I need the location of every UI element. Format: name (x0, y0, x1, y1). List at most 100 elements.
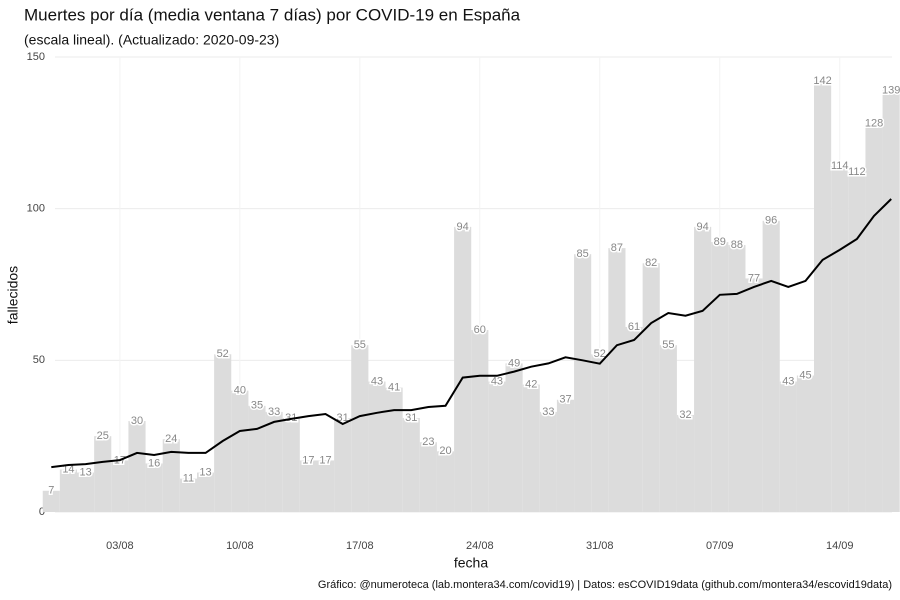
bar (231, 390, 249, 512)
bar (265, 411, 283, 512)
bar (248, 405, 266, 512)
value-label: 88 (731, 239, 743, 251)
bar (334, 417, 352, 512)
bar (94, 436, 112, 512)
x-axis-label: fecha (454, 555, 488, 571)
bar (282, 417, 300, 512)
bar (831, 166, 849, 512)
value-label: 24 (165, 433, 177, 445)
caption: Gráfico: @numeroteca (lab.montera34.com/… (318, 579, 892, 591)
value-label: 52 (217, 348, 229, 360)
bar (59, 469, 78, 512)
value-label: 45 (799, 369, 811, 381)
value-label: 114 (831, 160, 849, 172)
bar (111, 460, 129, 512)
value-label: 43 (371, 375, 383, 387)
value-label: 85 (577, 248, 589, 260)
bar (368, 381, 386, 512)
bar (642, 263, 660, 512)
value-label: 139 (882, 84, 900, 96)
value-label: 16 (148, 457, 160, 469)
bar (454, 226, 472, 512)
x-tick-label: 14/09 (826, 540, 854, 552)
value-label: 13 (79, 466, 91, 478)
value-label: 41 (388, 382, 400, 394)
bar (77, 472, 95, 512)
bar (625, 326, 643, 512)
bar (488, 381, 506, 512)
x-tick-label: 17/08 (346, 540, 374, 552)
bar (814, 81, 832, 513)
x-tick-label: 03/08 (106, 540, 134, 552)
bar (694, 226, 712, 512)
bar (505, 363, 523, 512)
value-label: 30 (131, 415, 143, 427)
y-tick-label: 50 (33, 354, 45, 366)
bar (299, 460, 317, 512)
bar (419, 442, 437, 512)
bar (522, 384, 540, 512)
bar (436, 451, 455, 512)
bar (865, 123, 883, 512)
y-tick-label: 150 (27, 51, 45, 63)
value-label: 142 (813, 75, 831, 87)
value-label: 128 (865, 118, 883, 130)
bar (162, 439, 180, 512)
chart-subtitle: (escala lineal). (Actualizado: 2020-09-2… (24, 32, 279, 48)
bar (574, 254, 592, 512)
bar (316, 460, 335, 512)
value-label: 55 (354, 339, 366, 351)
value-label: 17 (319, 454, 331, 466)
value-label: 94 (696, 221, 708, 233)
value-label: 96 (765, 215, 777, 227)
value-label: 31 (285, 412, 297, 424)
value-label: 23 (422, 436, 434, 448)
bar (882, 90, 900, 512)
bar (848, 172, 866, 512)
value-label: 43 (782, 375, 794, 387)
y-axis-label: fallecidos (5, 266, 21, 324)
value-label: 60 (474, 324, 486, 336)
value-label: 25 (97, 430, 109, 442)
value-label: 94 (457, 221, 469, 233)
value-label: 32 (679, 409, 691, 421)
bar (608, 248, 626, 512)
bar (214, 354, 232, 512)
x-tick-label: 24/08 (466, 540, 494, 552)
bar (762, 220, 780, 513)
x-tick-label: 10/08 (226, 540, 254, 552)
bar (385, 387, 403, 512)
value-label: 52 (594, 348, 606, 360)
bar (471, 330, 489, 512)
chart-title: Muertes por día (media ventana 7 días) p… (24, 5, 521, 24)
value-label: 77 (748, 272, 760, 284)
value-label: 13 (199, 466, 211, 478)
value-label: 20 (439, 445, 451, 457)
value-label: 35 (251, 400, 263, 412)
bar (728, 245, 746, 513)
bar (539, 411, 557, 512)
average-line (51, 198, 892, 469)
x-tick-label: 07/09 (706, 540, 734, 552)
value-label: 7 (48, 485, 54, 497)
value-label: 33 (268, 406, 280, 418)
bar (128, 421, 146, 512)
bar (659, 345, 677, 512)
bar (779, 381, 797, 512)
value-label: 37 (559, 394, 571, 406)
y-tick-label: 100 (27, 203, 45, 215)
bar (145, 463, 163, 512)
value-label: 112 (848, 166, 866, 178)
bar (711, 242, 729, 513)
bar (591, 354, 609, 512)
value-label: 55 (662, 339, 674, 351)
value-label: 33 (542, 406, 554, 418)
value-label: 11 (183, 473, 194, 485)
bar (351, 345, 369, 512)
bar (796, 375, 815, 512)
value-label: 42 (525, 379, 537, 391)
value-label: 17 (302, 454, 314, 466)
bar (556, 399, 575, 512)
